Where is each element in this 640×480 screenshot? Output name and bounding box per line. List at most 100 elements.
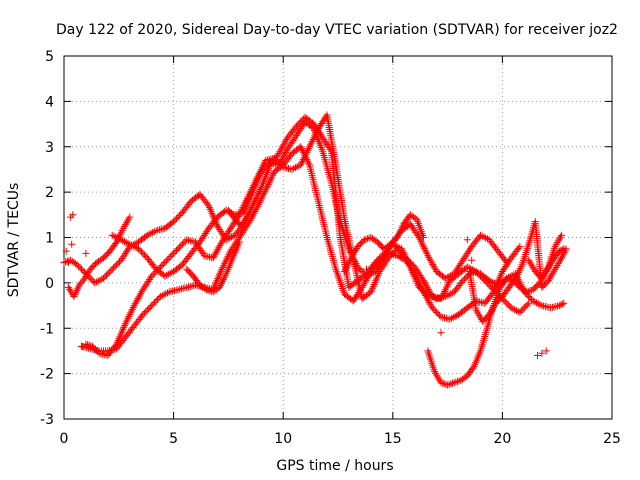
data-point xyxy=(175,243,183,251)
data-point xyxy=(164,255,172,263)
data-point xyxy=(367,288,375,296)
data-point xyxy=(487,283,495,291)
data-point xyxy=(116,333,124,341)
data-point xyxy=(357,266,365,274)
data-point xyxy=(126,240,134,248)
data-point xyxy=(84,269,92,277)
data-point xyxy=(110,264,118,272)
y-tick-label: -2 xyxy=(40,367,54,383)
data-point xyxy=(249,188,256,196)
data-point xyxy=(422,248,430,256)
data-point xyxy=(503,299,511,307)
data-point xyxy=(428,304,436,312)
data-point xyxy=(463,236,471,244)
data-point xyxy=(440,289,448,297)
data-point xyxy=(201,285,209,292)
data-point xyxy=(352,259,360,267)
data-point xyxy=(146,303,154,311)
data-point xyxy=(303,148,311,156)
x-tick-label: 10 xyxy=(274,431,292,447)
data-point xyxy=(256,197,264,205)
data-point xyxy=(181,237,189,245)
data-point xyxy=(136,246,144,254)
data-point xyxy=(477,272,484,280)
data-point xyxy=(128,307,135,315)
data-point xyxy=(252,206,260,214)
data-point xyxy=(305,145,313,153)
data-point xyxy=(81,274,89,282)
data-point xyxy=(449,379,456,387)
data-point xyxy=(517,307,525,315)
data-point xyxy=(308,137,316,145)
data-point xyxy=(523,301,531,309)
data-point xyxy=(420,244,428,252)
data-point xyxy=(307,139,315,147)
data-point xyxy=(502,257,509,265)
data-point xyxy=(501,298,509,306)
data-point xyxy=(562,245,570,253)
data-point xyxy=(129,242,137,250)
y-tick-label: 4 xyxy=(45,94,54,110)
data-point xyxy=(143,306,151,314)
data-point xyxy=(171,216,179,224)
data-point xyxy=(130,302,138,310)
data-point xyxy=(381,252,389,260)
data-point xyxy=(446,315,454,323)
data-point xyxy=(263,182,271,190)
data-point xyxy=(439,291,447,299)
data-point xyxy=(419,241,427,249)
y-tick-label: 5 xyxy=(45,49,54,65)
data-point xyxy=(241,205,249,213)
data-point xyxy=(425,299,433,306)
data-point xyxy=(64,283,72,291)
data-point xyxy=(520,304,528,312)
data-point xyxy=(211,280,219,288)
data-point xyxy=(149,271,157,279)
data-point xyxy=(534,352,541,359)
data-point xyxy=(460,275,468,283)
data-point xyxy=(363,265,370,273)
x-axis-label: GPS time / hours xyxy=(276,458,393,474)
data-point xyxy=(558,300,566,308)
y-tick-label: 2 xyxy=(45,185,54,201)
data-point xyxy=(148,272,156,280)
data-point xyxy=(160,291,168,299)
data-point xyxy=(265,179,273,187)
data-point xyxy=(254,202,262,210)
data-point xyxy=(522,302,530,310)
data-point xyxy=(526,287,534,295)
data-point xyxy=(152,297,160,305)
data-point xyxy=(140,309,148,317)
data-point xyxy=(441,274,449,282)
data-point xyxy=(126,213,134,221)
data-point xyxy=(73,261,81,269)
data-point xyxy=(114,259,122,267)
data-point xyxy=(445,380,453,388)
data-point xyxy=(108,265,116,273)
y-tick-label: 1 xyxy=(45,231,54,247)
data-point xyxy=(403,255,411,263)
data-point xyxy=(420,243,427,251)
data-point xyxy=(488,284,496,292)
data-point xyxy=(267,175,275,183)
data-point xyxy=(159,260,167,268)
data-point xyxy=(503,274,511,282)
data-point xyxy=(430,262,438,270)
data-point xyxy=(167,252,175,260)
data-point xyxy=(266,177,274,185)
data-point xyxy=(419,286,427,294)
data-point xyxy=(79,267,87,275)
data-point xyxy=(408,260,416,268)
data-point xyxy=(260,190,268,197)
data-point xyxy=(121,221,129,229)
data-point xyxy=(450,379,458,387)
data-point xyxy=(161,259,169,266)
data-point xyxy=(168,251,176,259)
data-point xyxy=(363,272,370,280)
data-point xyxy=(259,191,267,199)
data-point xyxy=(482,234,490,242)
data-point xyxy=(281,139,289,147)
data-point xyxy=(250,184,258,192)
data-point xyxy=(170,218,178,226)
